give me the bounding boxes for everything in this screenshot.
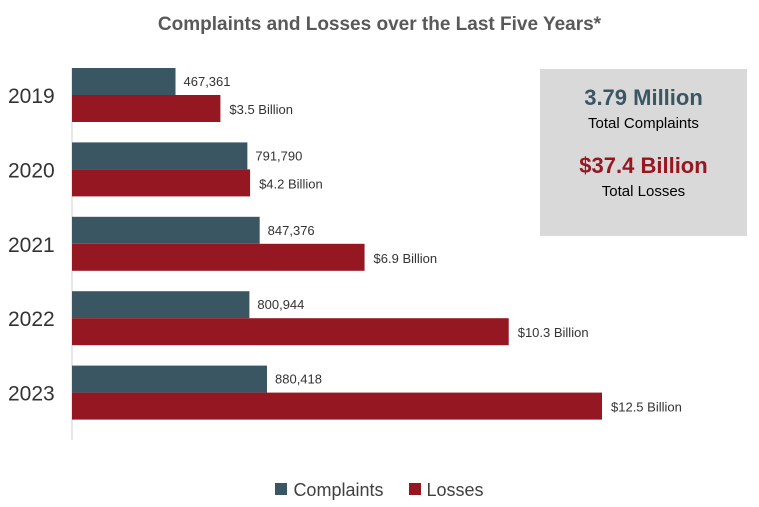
bar-complaints-2023 [72,365,267,393]
total-complaints-label: Total Complaints [588,115,699,132]
legend-swatch-losses [408,483,421,496]
data-label-complaints-2021: 847,376 [268,223,315,238]
legend-item-complaints: Complaints [275,480,383,501]
data-label-losses-2019: $3.5 Billion [229,102,293,117]
data-label-complaints-2023: 880,418 [275,372,322,387]
category-label-2023: 2023 [8,383,55,406]
bar-complaints-2020 [72,142,248,170]
category-label-2021: 2021 [8,234,55,257]
data-label-losses-2020: $4.2 Billion [259,176,323,191]
summary-box: 3.79 Million Total Complaints $37.4 Bill… [540,69,747,236]
bar-losses-2020 [72,169,251,197]
bar-complaints-2019 [72,68,176,95]
total-losses-value: $37.4 Billion [579,153,708,178]
data-label-complaints-2019: 467,361 [184,74,231,89]
data-label-losses-2022: $10.3 Billion [518,325,589,340]
bar-losses-2022 [72,318,509,346]
category-label-2022: 2022 [8,308,55,331]
bar-complaints-2022 [72,291,250,319]
chart-title: Complaints and Losses over the Last Five… [157,14,602,35]
data-label-complaints-2022: 800,944 [257,297,304,312]
bar-complaints-2021 [72,216,260,244]
bar-losses-2023 [72,392,602,420]
legend-item-losses: Losses [408,480,484,501]
data-label-losses-2021: $6.9 Billion [374,251,438,266]
legend: Complaints Losses [0,480,759,501]
legend-label-losses: Losses [426,480,484,500]
bar-losses-2019 [72,95,221,122]
category-label-2020: 2020 [8,159,55,182]
data-label-losses-2023: $12.5 Billion [611,400,682,415]
bar-losses-2021 [72,243,365,271]
legend-swatch-complaints [275,483,288,496]
category-label-2019: 2019 [8,85,55,108]
legend-label-complaints: Complaints [293,480,384,500]
total-complaints-value: 3.79 Million [584,85,703,110]
data-label-complaints-2020: 791,790 [255,148,302,163]
total-losses-label: Total Losses [601,183,686,200]
